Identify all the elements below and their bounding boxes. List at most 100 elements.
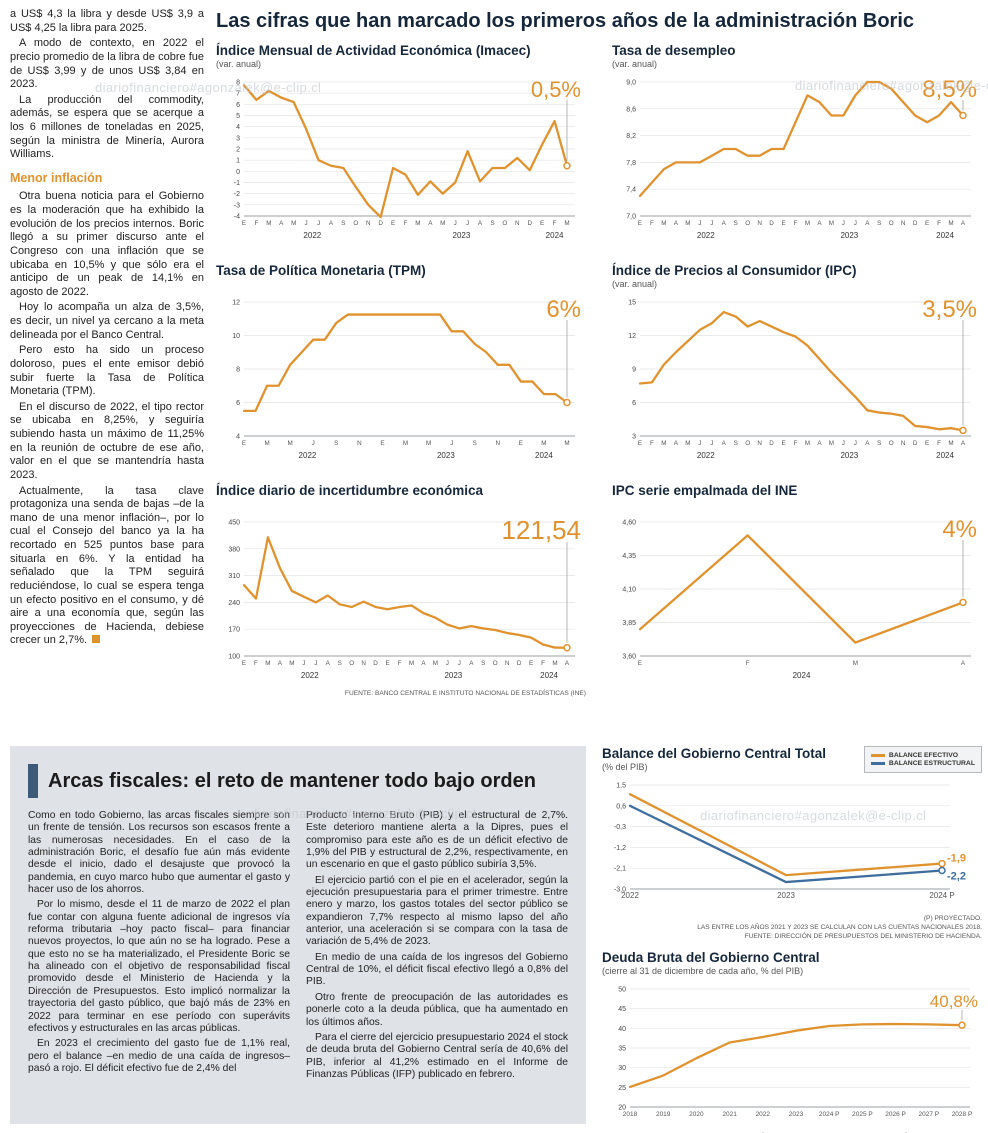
chart-block-imacec: Índice Mensual de Actividad Económica (I… [216, 43, 586, 249]
chart-subtitle: (% del PIB) [602, 762, 648, 772]
svg-text:A: A [478, 220, 483, 227]
svg-text:M: M [805, 220, 810, 227]
svg-text:N: N [757, 220, 762, 227]
svg-text:M: M [291, 220, 296, 227]
svg-text:12: 12 [232, 300, 240, 307]
svg-text:M: M [685, 220, 690, 227]
svg-text:7,8: 7,8 [626, 160, 636, 167]
chart-source: FUENTE: DIRECCIÓN DE PRESUPUESTOS DEL MI… [744, 933, 982, 941]
svg-text:N: N [361, 660, 366, 667]
svg-text:2019: 2019 [656, 1111, 671, 1118]
svg-text:M: M [948, 220, 953, 227]
chart-subtitle [216, 499, 586, 510]
svg-text:A: A [961, 220, 966, 227]
svg-text:N: N [505, 660, 510, 667]
svg-text:F: F [404, 220, 408, 227]
svg-text:D: D [373, 660, 378, 667]
svg-text:-1,9: -1,9 [947, 853, 966, 865]
fiscal-paragraph: Como en todo Gobierno, las arcas fiscale… [28, 810, 290, 896]
svg-text:2024: 2024 [535, 451, 553, 460]
svg-text:50: 50 [618, 986, 626, 993]
fiscal-paragraph: Otro frente de preocupación de las autor… [306, 991, 568, 1028]
svg-text:O: O [889, 220, 894, 227]
svg-text:N: N [366, 220, 371, 227]
chart-title: Deuda Bruta del Gobierno Central [602, 949, 820, 965]
svg-text:2022: 2022 [697, 451, 715, 460]
svg-text:O: O [493, 660, 498, 667]
svg-text:2024: 2024 [540, 671, 558, 680]
svg-text:A: A [722, 440, 727, 447]
svg-text:N: N [901, 220, 906, 227]
svg-text:3: 3 [236, 135, 240, 142]
svg-text:M: M [426, 440, 431, 447]
svg-text:-0,3: -0,3 [614, 824, 626, 831]
fiscal-charts: Balance del Gobierno Central Total (% de… [602, 746, 982, 1133]
article-paragraph: Actualmente, la tasa clave protagoniza u… [10, 485, 204, 649]
chart-title: Tasa de desempleo [612, 43, 736, 58]
article-paragraph: Otra buena noticia para el Gobierno es l… [10, 190, 204, 298]
legend-item-estructural: BALANCE ESTRUCTURAL [870, 760, 975, 767]
chart-block-balance: Balance del Gobierno Central Total (% de… [602, 746, 982, 942]
svg-text:6: 6 [632, 400, 636, 407]
svg-text:-3,0: -3,0 [614, 887, 626, 894]
svg-text:E: E [242, 660, 246, 667]
svg-text:M: M [265, 660, 270, 667]
chart-block-desempleo: Tasa de desempleo (var. anual) 9,0 8,6 8,2… [612, 43, 982, 249]
svg-text:J: J [458, 660, 461, 667]
svg-text:F: F [553, 220, 557, 227]
svg-text:S: S [734, 440, 738, 447]
svg-text:2018: 2018 [623, 1111, 638, 1118]
article-paragraph-text: Actualmente, la tasa clave protagoniza u… [10, 484, 204, 647]
svg-text:E: E [925, 440, 929, 447]
svg-text:8,5%: 8,5% [922, 76, 977, 103]
svg-text:D: D [378, 220, 383, 227]
svg-text:2023: 2023 [789, 1111, 804, 1118]
svg-text:2024: 2024 [546, 231, 564, 240]
svg-text:6%: 6% [546, 296, 581, 323]
svg-text:7,4: 7,4 [626, 187, 636, 194]
svg-text:-1: -1 [234, 180, 240, 187]
chart-title: Balance del Gobierno Central Total [602, 746, 827, 761]
svg-text:121,54: 121,54 [501, 515, 581, 545]
ipc-empalmada-line-chart: 4,60 4,35 4,10 3,85 3,60E F M A 2024 4% [622, 516, 977, 680]
chart-subtitle: (cierre al 31 de diciembre de cada año, … [602, 965, 804, 976]
svg-text:380: 380 [228, 546, 240, 553]
svg-text:A: A [674, 220, 679, 227]
svg-text:2028 P: 2028 P [952, 1111, 973, 1118]
svg-text:35: 35 [618, 1045, 626, 1052]
svg-text:J: J [842, 440, 845, 447]
svg-text:2022: 2022 [299, 451, 317, 460]
svg-text:S: S [334, 440, 338, 447]
chart-title: Tasa de Política Monetaria (TPM) [216, 263, 426, 278]
svg-text:M: M [264, 440, 269, 447]
legend-label: BALANCE EFECTIVO [888, 751, 959, 759]
svg-text:M: M [433, 660, 438, 667]
svg-text:N: N [901, 440, 906, 447]
svg-text:0,6: 0,6 [616, 803, 626, 810]
svg-text:O: O [745, 220, 750, 227]
svg-text:A: A [278, 660, 283, 667]
fiscal-headline-row: Arcas fiscales: el reto de mantener todo… [28, 764, 568, 798]
chart-legend: BALANCE EFECTIVO BALANCE ESTRUCTURAL [863, 746, 982, 773]
svg-text:D: D [913, 220, 918, 227]
fiscal-paragraph: Por lo mismo, desde el 11 de marzo de 20… [28, 899, 290, 1034]
svg-text:D: D [527, 220, 532, 227]
svg-text:450: 450 [228, 520, 240, 527]
svg-text:E: E [638, 220, 642, 227]
chart-subtitle [612, 499, 982, 510]
svg-text:2022: 2022 [303, 231, 321, 240]
svg-text:N: N [496, 440, 501, 447]
chart-title: Índice diario de incertidumbre económica [216, 483, 484, 498]
chart-block-ipc-empalmada: IPC serie empalmada del INE 4,60 4,35 4,10… [612, 483, 982, 698]
svg-text:4,60: 4,60 [622, 520, 636, 527]
svg-text:S: S [338, 660, 342, 667]
svg-text:2022: 2022 [756, 1111, 771, 1118]
source-note: FUENTE: BANCO CENTRAL E INSTITUTO NACION… [344, 690, 586, 697]
svg-text:E: E [242, 220, 246, 227]
svg-text:E: E [638, 440, 642, 447]
svg-text:F: F [794, 440, 798, 447]
svg-text:J: J [698, 220, 701, 227]
